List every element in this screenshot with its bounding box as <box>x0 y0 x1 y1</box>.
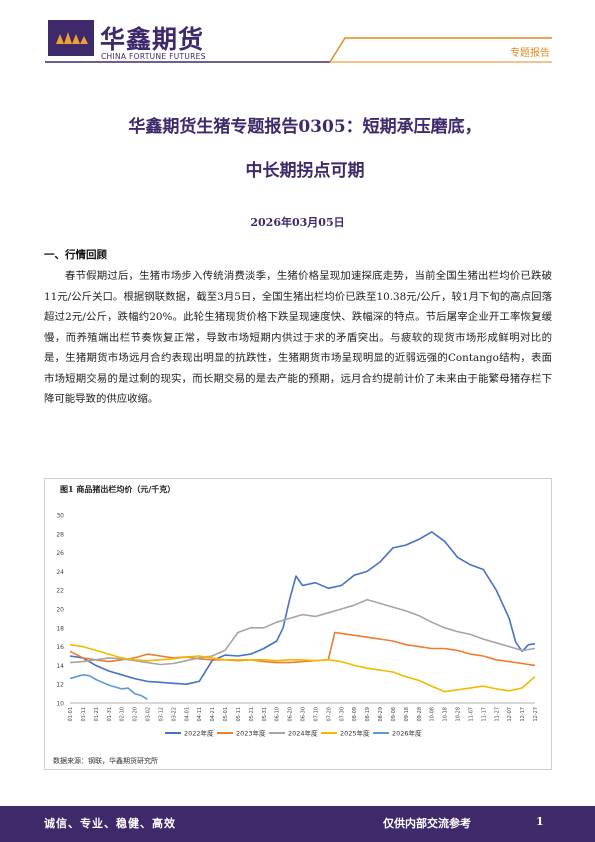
company-name-cn: 华鑫期货 <box>100 25 205 54</box>
chart-frame <box>44 478 552 770</box>
report-type-tag: 专题报告 <box>510 48 550 59</box>
section-heading: 一、行情回顾 <box>44 249 107 261</box>
footer-motto: 诚信、专业、稳健、高效 <box>44 817 176 830</box>
body-paragraph: 春节假期过后，生猪市场步入传统消费淡季，生猪价格呈现加速探底走势，当前全国生猪出… <box>44 270 552 405</box>
footer-bar <box>0 806 595 842</box>
company-logo-mark <box>48 20 94 56</box>
footer-disclaimer: 仅供内部交流参考 <box>383 817 471 830</box>
data-source: 数据来源：钢联，华鑫期货研究所 <box>53 757 158 765</box>
logo-icon <box>56 32 88 44</box>
report-date: 2026年03月05日 <box>250 216 345 229</box>
header-divider <box>45 37 552 63</box>
report-title-line1: 华鑫期货生猪专题报告0305：短期承压磨底， <box>128 117 482 137</box>
chart-title: 图1 商品猪出栏均价（元/千克） <box>60 484 176 494</box>
company-name-en: CHINA FORTUNE FUTURES <box>101 52 206 61</box>
page-number: 1 <box>536 815 544 828</box>
report-title-line2: 中长期拐点可期 <box>245 161 365 181</box>
